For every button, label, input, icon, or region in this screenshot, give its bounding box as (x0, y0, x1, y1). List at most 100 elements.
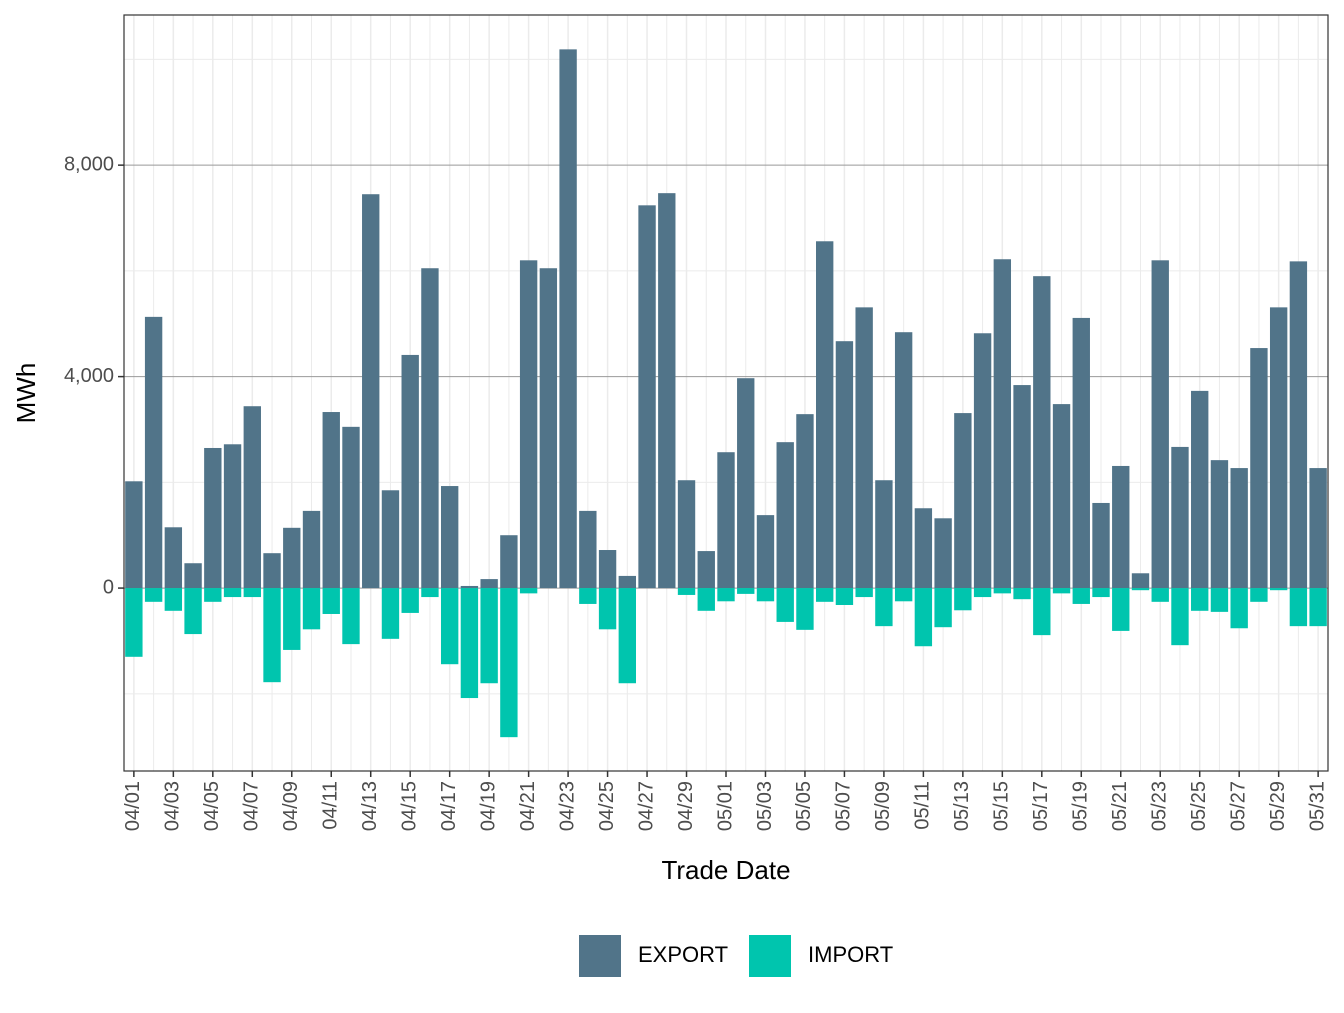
bar (381, 588, 400, 639)
bar (1131, 573, 1150, 589)
x-tick-label: 05/01 (714, 781, 736, 831)
bar (125, 588, 143, 657)
x-tick-label: 04/05 (201, 781, 223, 831)
bar (164, 588, 183, 611)
bar (658, 193, 676, 589)
bar (598, 550, 617, 589)
legend-label: IMPORT (808, 942, 893, 967)
bar (302, 510, 321, 589)
bar (342, 588, 360, 645)
bar (1250, 588, 1268, 602)
legend-key (579, 935, 621, 977)
x-tick-label: 04/17 (438, 781, 460, 831)
bar (480, 579, 498, 589)
bar (223, 588, 242, 598)
bar (737, 378, 755, 589)
bar (1191, 390, 1209, 589)
bar (401, 354, 419, 589)
x-tick-label: 05/03 (754, 781, 776, 831)
bar (421, 268, 439, 589)
bar (283, 527, 301, 589)
bar (500, 535, 518, 589)
bar (144, 316, 163, 589)
bar (835, 588, 854, 605)
bar (1131, 588, 1150, 591)
bar (1013, 588, 1031, 600)
x-tick-label: 04/27 (635, 781, 657, 831)
x-tick-label: 05/19 (1070, 781, 1092, 831)
bar (144, 588, 163, 602)
bar (579, 510, 597, 589)
legend-key (749, 935, 791, 977)
bar (756, 515, 775, 589)
bar (1033, 588, 1051, 636)
bar (263, 553, 281, 589)
bar (519, 260, 538, 589)
bar (1112, 588, 1130, 631)
bar (894, 332, 913, 589)
bar (322, 412, 340, 589)
x-tick-label: 05/17 (1030, 781, 1052, 831)
bar (1013, 385, 1031, 589)
bar (598, 588, 617, 630)
bar (1289, 261, 1308, 589)
bar (1230, 468, 1248, 589)
x-tick-label: 05/23 (1149, 781, 1171, 831)
bar (1309, 468, 1327, 589)
bar (1151, 588, 1169, 602)
x-tick-label: 05/11 (912, 781, 934, 830)
x-tick-label: 05/09 (872, 781, 894, 831)
bar (697, 551, 715, 589)
bar (1269, 588, 1288, 591)
y-tick-label: 0 (103, 576, 114, 598)
bar (440, 588, 459, 665)
bar (283, 588, 301, 650)
bar (993, 259, 1012, 589)
x-tick-label: 05/25 (1188, 781, 1210, 831)
bar (1210, 588, 1229, 612)
bar (519, 588, 538, 594)
x-tick-label: 05/13 (951, 781, 973, 831)
bar (973, 333, 992, 589)
plot-border (123, 14, 1329, 772)
bar (184, 588, 202, 635)
bar (1092, 588, 1110, 598)
bar (1171, 588, 1189, 646)
bar (1072, 317, 1090, 589)
bar (1289, 588, 1308, 627)
bar (342, 426, 360, 589)
bar (638, 205, 656, 589)
x-tick-label: 05/27 (1227, 781, 1249, 831)
bar (894, 588, 913, 602)
bar (223, 444, 242, 589)
x-tick-label: 04/01 (122, 781, 144, 831)
bar (421, 588, 439, 598)
x-tick-label: 04/21 (517, 781, 539, 831)
bar (440, 486, 459, 589)
y-tick-label: 8,000 (64, 153, 114, 175)
x-axis-title: Trade Date (661, 855, 790, 885)
bar (302, 588, 321, 630)
bar (618, 588, 636, 684)
bar (1052, 588, 1071, 594)
bar (914, 588, 933, 647)
bar (934, 588, 952, 628)
bar (263, 588, 281, 683)
bar (796, 588, 814, 630)
bar (1191, 588, 1209, 611)
bar (776, 588, 794, 622)
bar (875, 588, 893, 627)
x-tick-label: 04/19 (477, 781, 499, 831)
bar (618, 575, 636, 589)
x-tick-label: 04/09 (280, 781, 302, 831)
x-tick-label: 05/21 (1109, 781, 1131, 831)
bar (954, 588, 972, 611)
bar (954, 413, 972, 589)
bar (381, 490, 400, 589)
x-tick-label: 04/13 (359, 781, 381, 831)
bar (401, 588, 419, 613)
bar (717, 588, 735, 602)
bar (855, 588, 873, 598)
bar (697, 588, 715, 611)
